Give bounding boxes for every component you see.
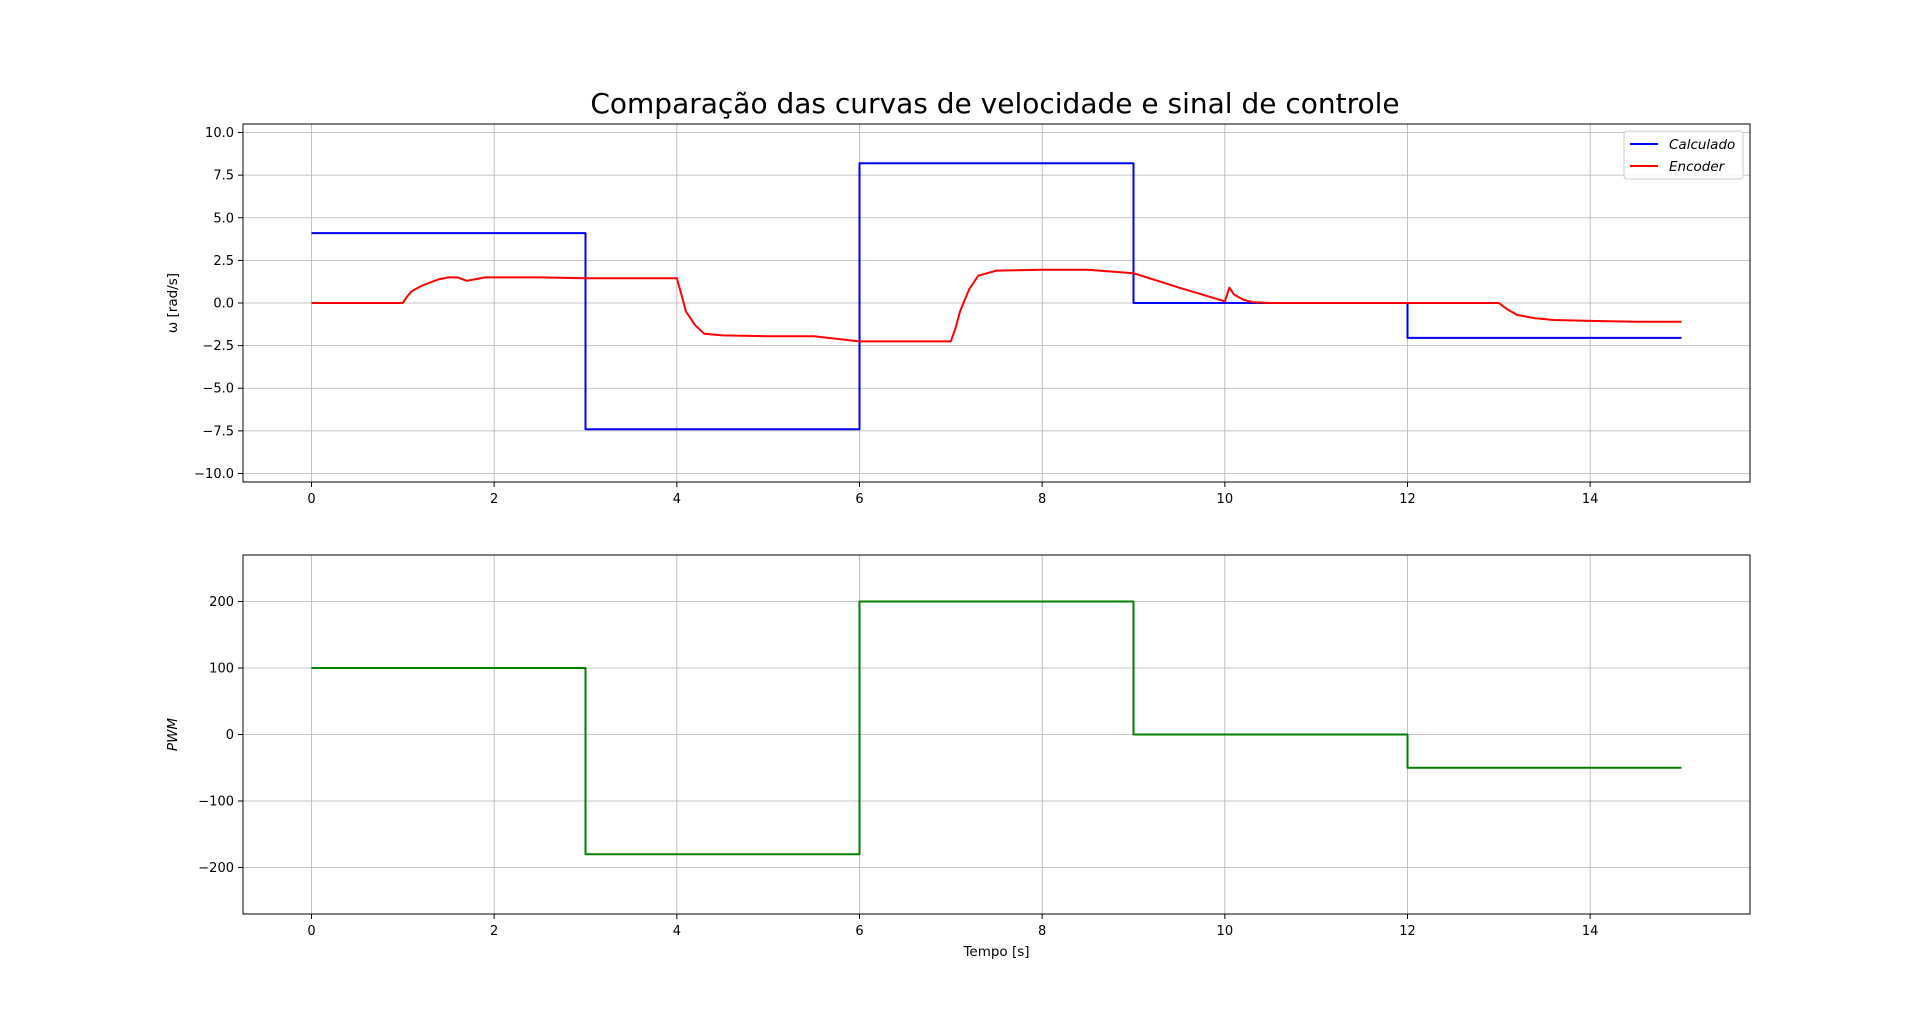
velocity-series-line-encoder (311, 268, 1682, 343)
velocity-y-tick-label-2-5: −2.5 (202, 339, 234, 354)
velocity-y-axis-label: ω [rad/s] (165, 273, 181, 333)
velocity-x-tick-label-14: 14 (1582, 492, 1599, 507)
velocity-y-tick-label-10-0: 10.0 (205, 126, 234, 141)
pwm-x-tick-label-10: 10 (1217, 924, 1234, 939)
velocity-x-tick-label-4: 4 (673, 492, 681, 507)
pwm-x-tick-label-12: 12 (1399, 924, 1416, 939)
velocity-y-tick-label-5-0: 5.0 (213, 211, 234, 226)
pwm-y-tick-label-100: −100 (198, 794, 234, 809)
pwm-series (311, 600, 1682, 856)
velocity-ticks: 0 2 4 6 8 10 12 14 10.0 7.5 5.0 2.5 0.0 −2.5 −5.0 −7.5 −… (194, 126, 1598, 507)
pwm-ticks: 0 2 4 6 8 10 12 14 200 100 0 −100 −200 (198, 595, 1598, 939)
velocity-legend: Calculado Encoder (1623, 130, 1744, 180)
pwm-grid (243, 555, 1750, 914)
chart-title: Comparação das curvas de velocidade e si… (590, 87, 1399, 120)
velocity-series (311, 162, 1682, 431)
velocity-x-tick-label-12: 12 (1399, 492, 1416, 507)
velocity-y-tick-label-10-0: −10.0 (194, 467, 234, 482)
pwm-x-tick-label-0: 0 (307, 924, 315, 939)
legend-label-calculado: Calculado (1669, 137, 1735, 153)
velocity-y-tick-label-7-5: 7.5 (213, 169, 234, 184)
pwm-panel: 0 2 4 6 8 10 12 14 200 100 0 −100 −200 PWM Tempo [s] (165, 554, 1751, 960)
pwm-x-tick-label-14: 14 (1582, 924, 1599, 939)
velocity-x-tick-label-6: 6 (855, 492, 863, 507)
velocity-grid (243, 124, 1750, 482)
pwm-y-tick-label-200: −200 (198, 861, 234, 876)
velocity-y-tick-label-2-5: 2.5 (213, 254, 234, 269)
pwm-x-tick-label-2: 2 (490, 924, 498, 939)
pwm-series-line-0 (311, 600, 1682, 856)
legend-label-encoder: Encoder (1669, 159, 1726, 175)
velocity-x-tick-label-10: 10 (1217, 492, 1234, 507)
pwm-y-tick-label-200: 200 (209, 595, 234, 610)
velocity-y-tick-label-7-5: −7.5 (202, 424, 234, 439)
pwm-y-tick-label-0: 0 (226, 728, 234, 743)
velocity-panel: 0 2 4 6 8 10 12 14 10.0 7.5 5.0 2.5 0.0 −2.5 −5.0 −7.5 −… (165, 123, 1751, 507)
velocity-x-tick-label-2: 2 (490, 492, 498, 507)
pwm-x-tick-label-6: 6 (855, 924, 863, 939)
velocity-series-line-calculado (311, 162, 1682, 431)
time-x-axis-label: Tempo [s] (962, 944, 1029, 960)
pwm-y-tick-label-100: 100 (209, 662, 234, 677)
velocity-x-tick-label-0: 0 (307, 492, 315, 507)
pwm-y-axis-label: PWM (165, 718, 181, 751)
pwm-x-tick-label-4: 4 (673, 924, 681, 939)
velocity-x-tick-label-8: 8 (1038, 492, 1046, 507)
velocity-y-tick-label-0-0: 0.0 (213, 297, 234, 312)
pwm-x-tick-label-8: 8 (1038, 924, 1046, 939)
velocity-y-tick-label-5-0: −5.0 (202, 382, 234, 397)
